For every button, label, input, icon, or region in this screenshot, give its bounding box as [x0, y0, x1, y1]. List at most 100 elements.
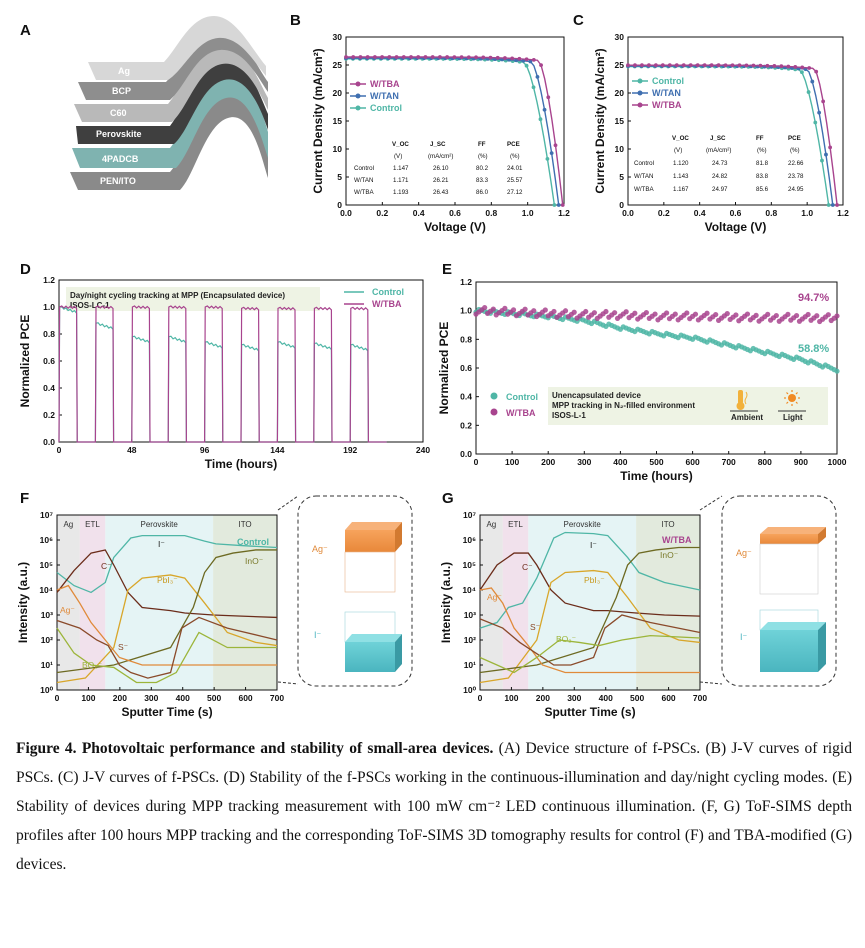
jv-point: [674, 63, 679, 68]
y-tick-label: 10³: [41, 610, 53, 620]
sims-series: [56, 574, 278, 684]
svg-text:W/TAN: W/TAN: [634, 173, 653, 180]
y-tick-label: 25: [615, 60, 625, 70]
legend-d-control: Control: [344, 287, 404, 297]
region-label-etl: ETL: [508, 520, 523, 529]
panel-e-letter: E: [442, 261, 452, 278]
legend-e: Control W/TBA: [490, 392, 538, 418]
y-tick-label: 0.0: [43, 437, 55, 447]
svg-text:83.8: 83.8: [756, 173, 769, 180]
scatter-point-wtba: [591, 310, 598, 316]
layer-label-ag: Ag: [118, 66, 130, 76]
table-b-h-ff: FF: [478, 141, 486, 148]
jv-point: [546, 95, 551, 100]
jv-point: [542, 107, 547, 112]
y-tick-label: 10⁷: [40, 510, 53, 520]
table-c-h-voc: V_OC: [672, 135, 689, 142]
table-c-row-tba: W/TBA 1.167 24.97 85.6 24.95: [634, 186, 804, 193]
x-tick-label: 100: [504, 693, 518, 703]
region-label-perovskite: Perovskite: [141, 520, 179, 529]
tomography-frame-g: [721, 495, 837, 687]
y-tick-label: 0.4: [460, 392, 472, 402]
sample-label-f: Control: [237, 537, 269, 547]
x-tick-label: 0.2: [376, 208, 388, 218]
svg-text:22.66: 22.66: [788, 160, 804, 167]
jv-point: [744, 63, 749, 68]
table-b-u-ff: (%): [478, 153, 488, 160]
panel-a-letter: A: [20, 22, 31, 39]
x-tick-label: 600: [686, 457, 700, 467]
jv-point: [647, 63, 651, 68]
scatter-point-wtba: [692, 311, 699, 317]
jv-point: [423, 55, 428, 59]
jv-point: [445, 55, 450, 59]
y-tick-label: 0.8: [43, 329, 55, 339]
sims-series: [479, 614, 701, 666]
svg-text:1.193: 1.193: [393, 189, 409, 196]
panel-a: A Ag BCP C60 Perovskite 4PADCB PEN/ITO: [20, 16, 268, 190]
x-tick-label: 700: [722, 457, 736, 467]
panel-b-letter: B: [290, 12, 301, 29]
x-axis-title: Sputter Time (s): [121, 705, 212, 719]
region-perovskite: [528, 515, 637, 690]
panel-e: E 0 100 200 300 400 500 600 700 800 900 1000 0.0 0.2…: [437, 261, 847, 483]
svg-text:Control: Control: [506, 392, 538, 402]
jv-point: [810, 79, 815, 84]
y-tick-label: 15: [333, 116, 343, 126]
y-tick-label: 0.2: [460, 420, 472, 430]
jv-point: [545, 156, 550, 161]
x-tick-label: 144: [270, 445, 284, 455]
scatter-point-wtba: [785, 311, 791, 317]
scatter-point-wtba: [652, 311, 658, 317]
label-g-pbi3: PbI₃⁻: [584, 575, 605, 585]
jv-point: [438, 55, 442, 59]
label-f-c: C⁻: [101, 561, 112, 571]
jv-point: [702, 63, 707, 68]
scatter-point-wtba: [684, 310, 690, 316]
y-tick-label: 30: [615, 32, 625, 42]
x-tick-label: 200: [541, 457, 555, 467]
layer-perovskite: [76, 53, 268, 144]
x-tick-label: 0.4: [413, 208, 425, 218]
legend-e-tba: W/TBA: [490, 408, 536, 418]
jv-point: [524, 57, 529, 62]
legend-c-tan: W/TAN: [632, 88, 681, 98]
table-c-h-ff: FF: [756, 135, 764, 142]
annotation-d-line2: ISOS-LC-1: [70, 301, 110, 310]
layer-ag: [88, 16, 266, 80]
series-tba-d: [58, 305, 387, 443]
jv-point: [807, 66, 812, 70]
table-b-row-tba: W/TBA 1.193 26.43 86.0 27.12: [354, 189, 523, 196]
table-b-h-jsc: J_SC: [430, 141, 446, 148]
jv-point: [401, 55, 406, 59]
x-tick-label: 240: [416, 445, 430, 455]
x-tick-label: 300: [577, 457, 591, 467]
scatter-point-wtba: [814, 313, 820, 319]
jv-point: [765, 63, 770, 68]
table-c: V_OC J_SC FF PCE (V) (mA/cm²) (%) (%) Co…: [634, 135, 804, 193]
x-tick-label: 700: [693, 693, 707, 703]
region-ag: [480, 515, 503, 690]
svg-text:24.73: 24.73: [712, 160, 728, 167]
jv-point: [813, 120, 818, 125]
annotation-box-e: [548, 387, 828, 425]
label-g-ino: InO⁻: [660, 550, 679, 560]
table-c-row-tan: W/TAN 1.143 24.82 83.8 23.78: [634, 173, 804, 180]
tomo-i-g: [759, 609, 826, 672]
label-g-ag: Ag⁻: [487, 592, 502, 602]
x-tick-label: 0.8: [485, 208, 497, 218]
scatter-point-wtba: [583, 308, 589, 315]
table-b-row-tan: W/TAN 1.171 26.21 83.3 25.57: [354, 177, 523, 184]
jv-point: [481, 55, 486, 60]
svg-text:26.21: 26.21: [433, 177, 449, 184]
jv-point: [806, 90, 811, 94]
sun-icon: [784, 390, 800, 406]
x-tick-label: 0.4: [694, 208, 706, 218]
sims-series: [56, 549, 278, 619]
jv-point: [552, 203, 557, 207]
region-label-ag: Ag: [486, 520, 496, 529]
x-tick-label: 300: [144, 693, 158, 703]
x-tick-label: 400: [613, 457, 627, 467]
panel-c-letter: C: [573, 12, 584, 29]
sims-series: [479, 531, 701, 629]
